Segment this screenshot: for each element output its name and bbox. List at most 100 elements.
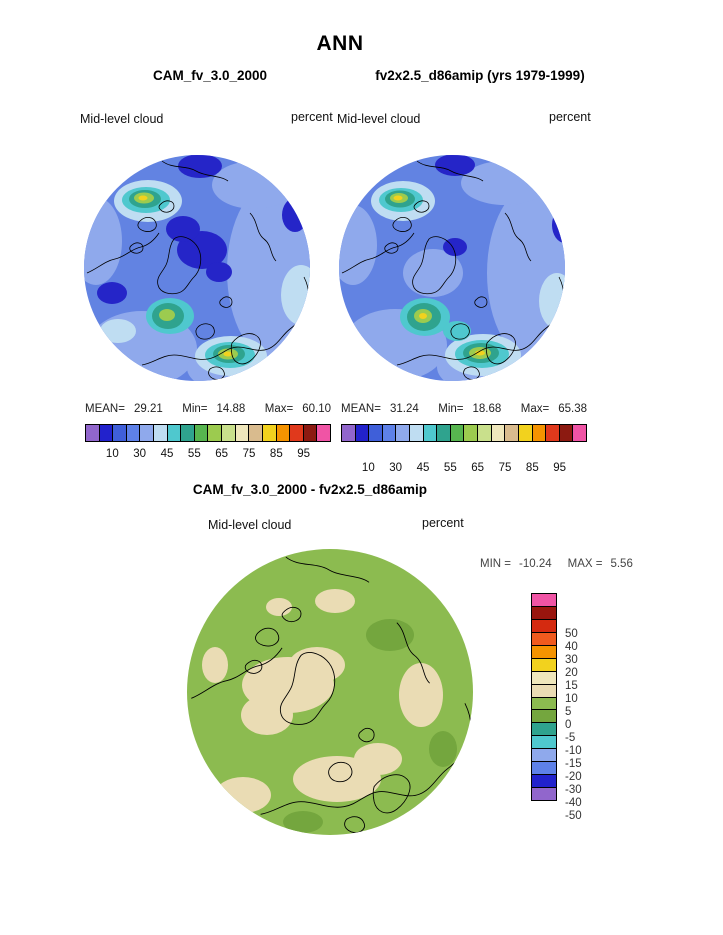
- colorbar-segment: [222, 425, 236, 441]
- diff-colorbar: [531, 593, 557, 801]
- colorbar-tick-label: 75: [242, 448, 256, 460]
- colorbar-tick-label: 95: [553, 462, 567, 474]
- colorbar-segment: [181, 425, 195, 441]
- colorbar-segment: [276, 425, 291, 441]
- colorbar-segment: [532, 775, 556, 789]
- colorbar-tick-label: -30: [565, 784, 582, 796]
- colorbar-segment: [532, 762, 556, 776]
- colorbar-segment: [573, 425, 586, 441]
- colorbar-tick-label: -20: [565, 771, 582, 783]
- colorbar-segment: [532, 658, 556, 672]
- colorbar-segment: [532, 749, 556, 763]
- colorbar-tick-label: 40: [565, 641, 578, 653]
- right-units-label: percent: [549, 110, 591, 124]
- colorbar-segment: [532, 606, 556, 620]
- colorbar-tick-label: -10: [565, 745, 582, 757]
- difference-polar-map: [187, 549, 473, 835]
- colorbar-segment: [99, 425, 114, 441]
- yellow-maxima: [393, 195, 485, 356]
- colorbar-tick-label: 30: [389, 462, 403, 474]
- max-value: 60.10: [302, 403, 331, 415]
- mean-label: MEAN=: [85, 403, 125, 415]
- yellow-maxima: [138, 195, 233, 357]
- negative-diff-dark-green-regions: [283, 619, 457, 833]
- colorbar-segment: [532, 632, 556, 646]
- colorbar-tick-label: 30: [133, 448, 147, 460]
- max-value: 65.38: [558, 403, 587, 415]
- colorbar-tick-label: 10: [565, 693, 578, 705]
- mean-value: 31.24: [389, 403, 419, 415]
- colorbar-tick-label: 15: [565, 680, 578, 692]
- colorbar-segment: [546, 425, 560, 441]
- colorbar-tick-label: -40: [565, 797, 582, 809]
- colorbar-segment: [532, 619, 556, 633]
- colorbar-segment: [86, 425, 100, 441]
- colorbar-segment: [262, 425, 277, 441]
- mean-value: 29.21: [133, 403, 163, 415]
- colorbar-segment: [382, 425, 397, 441]
- colorbar-tick-label: 5: [565, 706, 572, 718]
- colorbar-segment: [423, 425, 438, 441]
- colorbar-tick-label: 75: [498, 462, 512, 474]
- colorbar-segment: [249, 425, 263, 441]
- max-label: Max=: [520, 403, 550, 415]
- colorbar-tick-label: -15: [565, 758, 582, 770]
- colorbar-segment: [532, 723, 556, 737]
- colorbar-tick-label: 85: [525, 462, 539, 474]
- colorbar-tick-label: 55: [443, 462, 457, 474]
- colorbar-tick-label: 85: [269, 448, 283, 460]
- right-colorbar-ticks: 10 30 45 55 65 75 85 95: [341, 462, 587, 476]
- colorbar-tick-label: 95: [297, 448, 311, 460]
- colorbar-tick-label: -50: [565, 810, 582, 822]
- colorbar-segment: [532, 697, 556, 711]
- colorbar-segment: [317, 425, 330, 441]
- colorbar-segment: [126, 425, 141, 441]
- colorbar-segment: [355, 425, 370, 441]
- right-variable-label: Mid-level cloud: [337, 112, 421, 126]
- colorbar-segment: [532, 671, 556, 685]
- colorbar-segment: [113, 425, 127, 441]
- colorbar-segment: [478, 425, 492, 441]
- diff-colorbar-ticks: 50 40 30 20 15 10 5 0 -5 -10 -15 -20 -30 -40 -50: [565, 621, 609, 829]
- diff-min-value: -10.24: [519, 558, 552, 570]
- left-map-stats: MEAN= 29.21 Min= 14.88 Max= 60.10: [85, 403, 331, 415]
- diff-max-value: 5.56: [610, 558, 633, 570]
- left-units-label: percent: [291, 110, 333, 124]
- colorbar-segment: [303, 425, 318, 441]
- colorbar-segment: [194, 425, 209, 441]
- colorbar-tick-label: 55: [187, 448, 201, 460]
- colorbar-segment: [532, 684, 556, 698]
- right-map-stats: MEAN= 31.24 Min= 18.68 Max= 65.38: [341, 403, 587, 415]
- season-title: ANN: [316, 32, 364, 55]
- left-colorbar: [85, 424, 331, 442]
- colorbar-segment: [167, 425, 182, 441]
- colorbar-segment: [532, 594, 556, 607]
- colorbar-segment: [140, 425, 155, 441]
- diff-variable-label: Mid-level cloud: [208, 518, 292, 532]
- positive-diff-tan-regions: [202, 589, 443, 813]
- colorbar-tick-label: 20: [565, 667, 578, 679]
- left-case-title: CAM_fv_3.0_2000: [152, 68, 268, 83]
- colorbar-tick-label: 65: [471, 462, 485, 474]
- min-value: 14.88: [216, 403, 246, 415]
- colorbar-tick-label: 65: [215, 448, 229, 460]
- colorbar-tick-label: 45: [416, 462, 430, 474]
- colorbar-tick-label: 50: [565, 628, 578, 640]
- min-value: 18.68: [472, 403, 502, 415]
- colorbar-tick-label: 30: [565, 654, 578, 666]
- min-label: Min=: [182, 403, 208, 415]
- colorbar-segment: [290, 425, 304, 441]
- colorbar-segment: [491, 425, 506, 441]
- min-label: Min=: [438, 403, 464, 415]
- colorbar-tick-label: 10: [361, 462, 375, 474]
- colorbar-segment: [505, 425, 519, 441]
- diff-minmax: MIN = -10.24 MAX = 5.56: [480, 558, 633, 570]
- colorbar-tick-label: 0: [565, 719, 572, 731]
- left-polar-map: [84, 155, 310, 381]
- colorbar-segment: [154, 425, 168, 441]
- colorbar-tick-label: -5: [565, 732, 576, 744]
- colorbar-segment: [532, 425, 547, 441]
- diff-units-label: percent: [422, 516, 464, 530]
- right-polar-map: [339, 155, 565, 381]
